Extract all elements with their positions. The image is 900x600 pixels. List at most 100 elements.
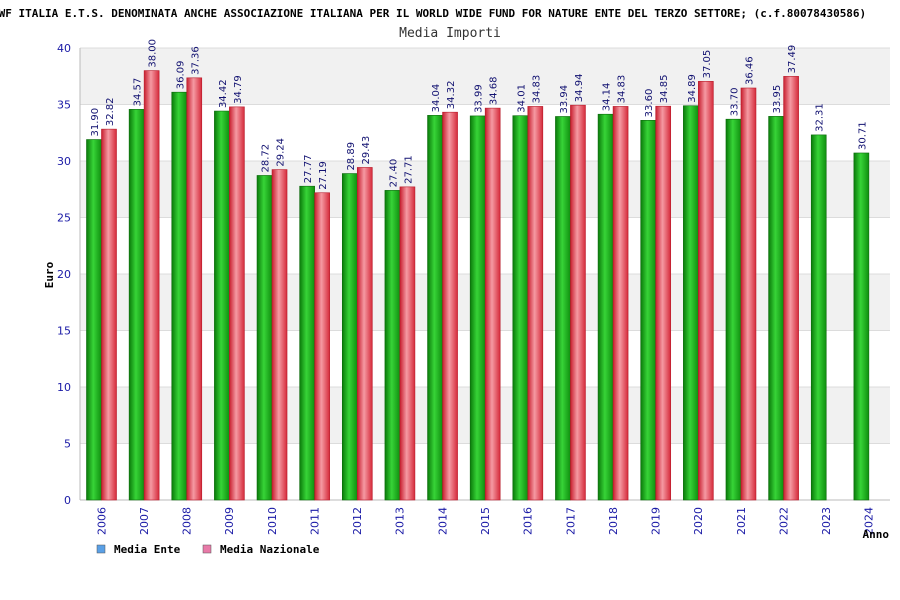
value-label: 37.36 bbox=[190, 46, 201, 75]
y-tick-label: 0 bbox=[64, 494, 71, 507]
bar-media-ente-2013 bbox=[384, 190, 401, 501]
bar-media-nazionale-2009 bbox=[229, 106, 245, 501]
x-tick-label: 2014 bbox=[436, 507, 449, 535]
x-tick-label: 2020 bbox=[692, 507, 705, 535]
x-axis-title: Anno bbox=[863, 528, 890, 541]
value-label: 29.43 bbox=[361, 136, 372, 165]
x-tick-label: 2017 bbox=[564, 507, 577, 535]
value-label: 34.79 bbox=[233, 75, 244, 104]
bar-media-ente-2010 bbox=[256, 175, 273, 501]
bars bbox=[86, 70, 870, 501]
bar-media-ente-2011 bbox=[299, 185, 315, 501]
value-label: 28.89 bbox=[346, 142, 357, 171]
value-label: 33.99 bbox=[474, 84, 485, 113]
bar-media-nazionale-2010 bbox=[271, 169, 288, 501]
bar-media-ente-2023 bbox=[810, 134, 827, 501]
bar-media-ente-2007 bbox=[128, 109, 145, 501]
value-label: 34.83 bbox=[531, 75, 542, 104]
value-label: 34.68 bbox=[489, 76, 500, 105]
value-label: 32.82 bbox=[105, 97, 116, 126]
value-label: 34.83 bbox=[617, 75, 628, 104]
bar-media-ente-2008 bbox=[171, 91, 188, 501]
x-tick-label: 2008 bbox=[181, 507, 194, 535]
bar-media-ente-2020 bbox=[683, 105, 699, 501]
value-label: 31.90 bbox=[90, 108, 101, 137]
x-tick-label: 2006 bbox=[95, 507, 108, 535]
x-tick-label: 2019 bbox=[650, 507, 663, 535]
bar-media-ente-2019 bbox=[640, 120, 657, 501]
value-label: 37.49 bbox=[787, 45, 798, 74]
bar-media-nazionale-2012 bbox=[356, 167, 373, 501]
bar-media-nazionale-2015 bbox=[484, 107, 501, 501]
value-label: 28.72 bbox=[261, 144, 272, 173]
value-label: 34.57 bbox=[133, 78, 144, 107]
value-label: 27.71 bbox=[403, 155, 414, 184]
bar-media-nazionale-2020 bbox=[698, 81, 714, 501]
value-label: 29.24 bbox=[276, 138, 287, 167]
x-tick-label: 2024 bbox=[863, 507, 876, 535]
value-label: 34.94 bbox=[574, 74, 585, 103]
x-tick-label: 2009 bbox=[223, 507, 236, 535]
y-axis-ticks: 0 5 10 15 20 25 30 35 40 bbox=[57, 42, 71, 507]
bar-media-nazionale-2014 bbox=[442, 111, 458, 501]
x-tick-label: 2013 bbox=[394, 507, 407, 535]
x-axis-ticks: 2006 2007 2008 2009 2010 2011 2012 2013 2014 2015… bbox=[95, 507, 875, 535]
bar-media-ente-2018 bbox=[597, 113, 614, 501]
bar-media-ente-2022 bbox=[768, 116, 784, 501]
value-label: 34.14 bbox=[602, 83, 613, 112]
value-label: 30.71 bbox=[857, 121, 868, 150]
y-tick-label: 20 bbox=[57, 268, 71, 281]
value-label: 33.70 bbox=[729, 88, 740, 117]
y-tick-label: 35 bbox=[57, 99, 71, 112]
value-label: 37.05 bbox=[702, 50, 713, 79]
legend-swatch bbox=[202, 544, 212, 554]
bar-media-nazionale-2008 bbox=[186, 77, 203, 501]
bar-media-ente-2017 bbox=[555, 116, 571, 501]
x-tick-label: 2012 bbox=[351, 507, 364, 535]
value-label: 33.95 bbox=[772, 85, 783, 114]
bar-media-nazionale-2019 bbox=[655, 105, 672, 501]
value-label: 34.01 bbox=[516, 84, 527, 113]
x-tick-label: 2007 bbox=[138, 507, 151, 535]
bar-media-nazionale-2016 bbox=[527, 106, 544, 501]
y-axis-title: Euro bbox=[43, 261, 56, 288]
value-label: 27.19 bbox=[318, 161, 329, 190]
value-label: 27.40 bbox=[388, 159, 399, 188]
x-tick-label: 2021 bbox=[735, 507, 748, 535]
bar-media-ente-2016 bbox=[512, 115, 529, 501]
bar-media-nazionale-2018 bbox=[612, 106, 629, 501]
value-label: 32.31 bbox=[815, 103, 826, 132]
bar-media-ente-2024 bbox=[853, 152, 870, 501]
value-label: 36.09 bbox=[175, 61, 186, 90]
y-tick-label: 30 bbox=[57, 155, 71, 168]
bar-media-ente-2012 bbox=[341, 173, 358, 501]
value-labels: 31.90 32.82 34.57 38.00 36.09 37.36 34.42 34.79… bbox=[90, 39, 868, 190]
x-tick-label: 2010 bbox=[266, 507, 279, 535]
chart-title: WWF ITALIA E.T.S. DENOMINATA ANCHE ASSOC… bbox=[0, 7, 866, 20]
bar-media-ente-2015 bbox=[469, 115, 486, 501]
y-tick-label: 40 bbox=[57, 42, 71, 55]
bar-media-nazionale-2006 bbox=[101, 128, 117, 501]
value-label: 33.94 bbox=[559, 85, 570, 114]
x-tick-label: 2011 bbox=[308, 507, 321, 535]
y-tick-label: 25 bbox=[57, 212, 71, 225]
bar-media-ente-2006 bbox=[86, 139, 102, 501]
x-tick-label: 2023 bbox=[820, 507, 833, 535]
value-label: 33.60 bbox=[644, 89, 655, 118]
legend: Media Ente Media Nazionale bbox=[96, 543, 320, 556]
value-label: 27.77 bbox=[303, 155, 314, 184]
value-label: 34.32 bbox=[446, 81, 457, 110]
bar-media-nazionale-2017 bbox=[570, 104, 586, 501]
bar-media-ente-2014 bbox=[427, 115, 443, 501]
x-tick-label: 2022 bbox=[777, 507, 790, 535]
x-tick-label: 2016 bbox=[522, 507, 535, 535]
value-label: 36.46 bbox=[744, 56, 755, 85]
legend-label: Media Ente bbox=[114, 543, 181, 556]
legend-label: Media Nazionale bbox=[220, 543, 320, 556]
x-tick-label: 2015 bbox=[479, 507, 492, 535]
value-label: 34.85 bbox=[659, 75, 670, 104]
bar-media-nazionale-2021 bbox=[740, 87, 757, 501]
y-tick-label: 15 bbox=[57, 325, 71, 338]
bar-media-nazionale-2013 bbox=[399, 186, 416, 501]
